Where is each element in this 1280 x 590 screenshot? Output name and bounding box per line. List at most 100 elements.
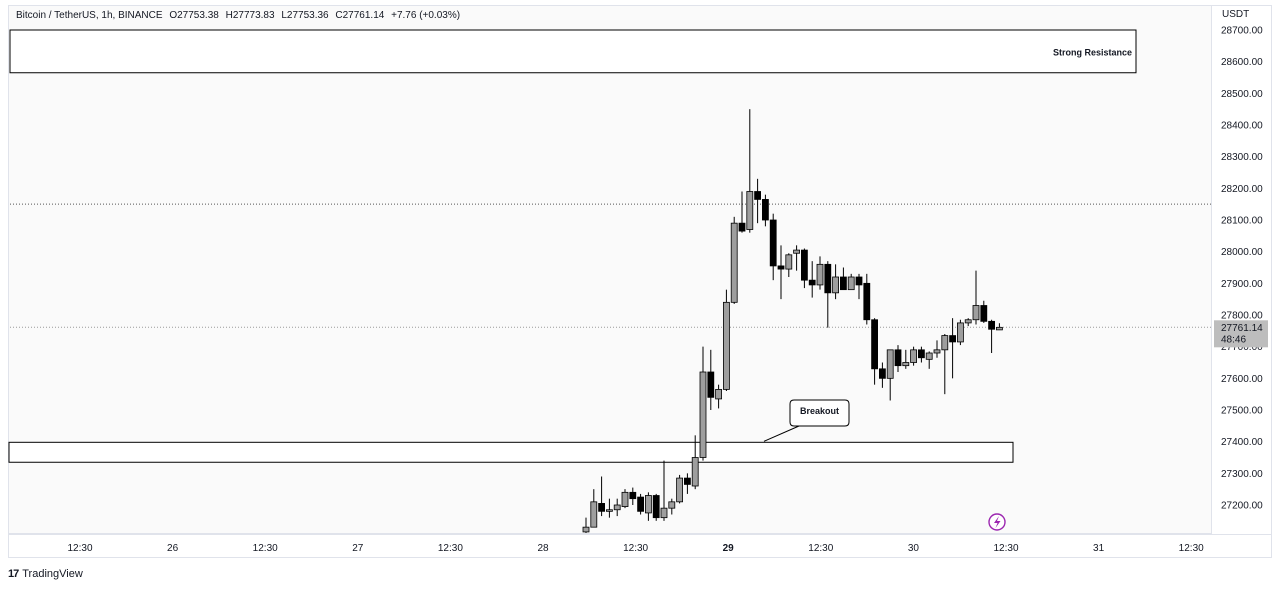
candle-body-up: [996, 326, 1003, 331]
candle: [801, 248, 808, 289]
candle: [645, 492, 652, 521]
candle: [793, 245, 800, 271]
x-tick-label: 29: [723, 543, 735, 554]
candle-body-up: [746, 191, 754, 230]
candle: [949, 318, 956, 379]
candle: [676, 474, 683, 504]
candle: [925, 351, 933, 369]
time-axis[interactable]: [8, 534, 1272, 558]
y-tick-label: 27700.00: [1221, 342, 1263, 353]
y-tick-label: 27400.00: [1221, 437, 1263, 448]
candle-body-down: [652, 495, 660, 519]
y-tick-label: 27800.00: [1221, 311, 1263, 322]
candle-body-up: [886, 349, 894, 379]
symbol-legend: Bitcoin / TetherUS, 1h, BINANCE O27753.3…: [16, 10, 464, 21]
candle-body-up: [730, 222, 738, 303]
candle: [910, 346, 917, 366]
x-tick-label: 12:30: [808, 543, 833, 554]
candle-body-down: [863, 282, 871, 321]
candle: [816, 256, 824, 290]
candle: [707, 349, 715, 410]
y-tick-label: 28600.00: [1221, 57, 1263, 68]
ohlc-change: +7.76 (+0.03%): [391, 10, 461, 21]
y-tick-label: 27600.00: [1221, 374, 1263, 385]
lightning-icon-bolt: [994, 516, 1001, 528]
ohlc-high: H27773.83: [225, 10, 275, 21]
currency-label[interactable]: USDT: [1222, 9, 1250, 20]
y-tick-label: 28700.00: [1221, 26, 1263, 37]
candle: [637, 493, 644, 515]
candle: [972, 270, 980, 325]
lightning-icon[interactable]: [988, 513, 1006, 531]
candle: [886, 349, 894, 401]
candle-body-down: [777, 265, 785, 270]
candle: [738, 191, 746, 233]
candle-body-down: [980, 305, 988, 322]
candle-body-down: [824, 263, 832, 294]
candle-body-down: [762, 199, 769, 221]
candle: [777, 245, 785, 300]
y-tick-label: 28100.00: [1221, 216, 1263, 227]
candle: [902, 349, 910, 369]
candle: [629, 487, 637, 505]
tradingview-brand[interactable]: 17 TradingView: [8, 568, 83, 580]
candle: [723, 289, 730, 391]
candle-body-up: [972, 305, 980, 321]
candle-body-down: [894, 349, 902, 367]
x-tick-label: 31: [1093, 543, 1105, 554]
candle: [840, 267, 847, 291]
candle: [606, 498, 613, 518]
candle: [957, 319, 964, 346]
candle-body-down: [871, 319, 878, 370]
candle-body-up: [902, 362, 910, 367]
current-price-tag: [1214, 320, 1268, 348]
breakout-zone: [8, 441, 1014, 463]
bar-countdown: 48:46: [1221, 334, 1246, 345]
candle: [660, 460, 668, 521]
candle: [964, 318, 972, 327]
y-tick-label: 27500.00: [1221, 406, 1263, 417]
price-axis[interactable]: [1212, 5, 1272, 534]
candle-body-up: [606, 509, 613, 512]
candle-body-up: [723, 301, 730, 390]
symbol-title: Bitcoin / TetherUS, 1h, BINANCE: [16, 10, 163, 21]
candle-body-up: [941, 335, 949, 351]
candle: [996, 323, 1003, 331]
candle: [652, 493, 660, 521]
candle: [769, 213, 777, 281]
y-tick-label: 27300.00: [1221, 469, 1263, 480]
candle: [730, 216, 738, 304]
candle-body-up: [676, 477, 683, 503]
candle-body-up: [645, 495, 652, 514]
candle-body-up: [925, 352, 933, 360]
candle-body-down: [629, 491, 637, 500]
candle: [668, 498, 676, 515]
x-tick-label: 12:30: [623, 543, 648, 554]
candle-body-down: [808, 279, 816, 286]
candle-body-up: [660, 507, 668, 519]
candle-body-down: [879, 368, 886, 379]
y-tick-label: 28000.00: [1221, 247, 1263, 258]
candle: [613, 498, 621, 517]
candle-body-up: [832, 276, 839, 294]
candle-body-up: [621, 491, 629, 507]
brand-name: TradingView: [22, 568, 83, 580]
ohlc-close: C27761.14: [335, 10, 385, 21]
candle-body-down: [769, 219, 777, 267]
candle-body-down: [988, 320, 995, 330]
candle: [762, 194, 769, 227]
y-tick-label: 28400.00: [1221, 121, 1263, 132]
candle-body-down: [918, 349, 925, 359]
candle: [871, 318, 878, 385]
y-tick-label: 28500.00: [1221, 89, 1263, 100]
candle-body-up: [957, 322, 964, 343]
candle-body-up: [933, 349, 941, 354]
candle: [785, 253, 793, 277]
ohlc-open: O27753.38: [169, 10, 219, 21]
breakout-label: Breakout: [800, 406, 839, 416]
x-tick-label: 12:30: [993, 543, 1018, 554]
candle-body-up: [668, 501, 676, 509]
candle: [988, 319, 995, 353]
